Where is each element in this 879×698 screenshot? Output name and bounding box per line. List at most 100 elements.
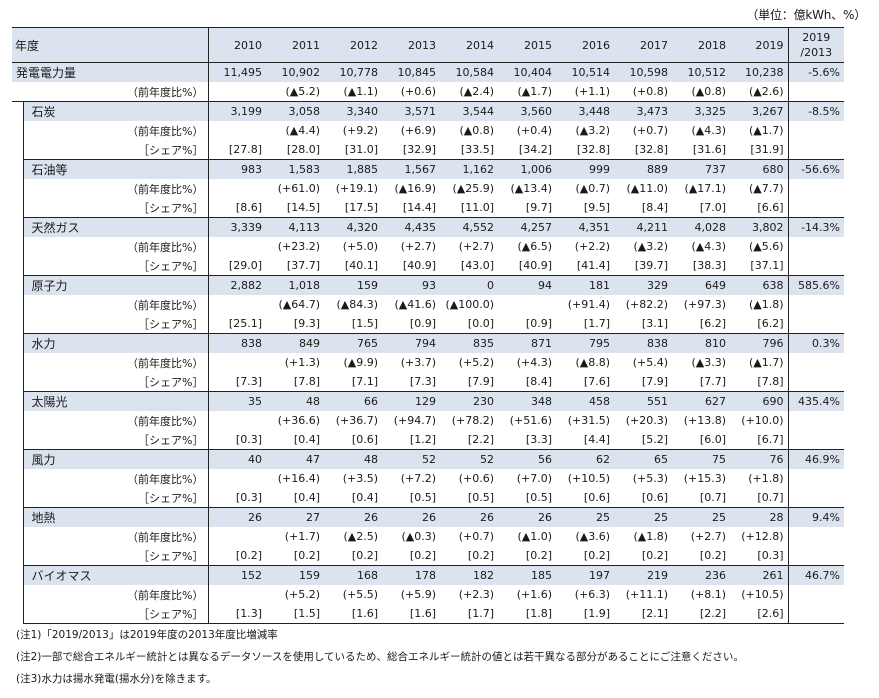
share-cell: [7.8] <box>730 372 788 392</box>
year-header: 2010 <box>208 27 266 63</box>
ratio-cell: 435.4% <box>787 391 844 411</box>
value-cell: 230 <box>440 391 498 411</box>
value-cell: 10,598 <box>614 62 672 82</box>
share-cell: [40.9] <box>382 256 440 276</box>
share-cell: [6.6] <box>730 198 788 218</box>
share-cell: [32.8] <box>556 140 614 160</box>
yoy-cell <box>208 121 266 140</box>
share-cell: [32.8] <box>614 140 672 160</box>
value-cell: 56 <box>498 449 556 469</box>
table-row: （前年度比%） (+1.7) (▲2.5) (▲0.3) (+0.7) (▲1.0) (▲3… <box>12 527 844 546</box>
value-cell: 1,162 <box>440 159 498 179</box>
share-cell: [0.4] <box>324 488 382 508</box>
share-cell: [7.6] <box>556 372 614 392</box>
share-cell: [7.9] <box>440 372 498 392</box>
yoy-cell: (+8.1) <box>690 588 726 601</box>
yoy-cell: (▲1.7) <box>748 124 784 137</box>
table-row: （前年度比%） (▲64.7) (▲84.3) (▲41.6) (▲100.0) (+91… <box>12 295 844 314</box>
yoy-cell: (+1.1) <box>556 82 614 102</box>
value-cell: 796 <box>730 333 788 353</box>
table-row: 地熱 26 27 26 26 26 26 25 25 25 28 9.4% <box>12 507 844 527</box>
table-header-row: 年度 2010 2011 2012 2013 2014 2015 2016 20… <box>12 27 844 63</box>
yoy-cell: (+3.5) <box>342 472 378 485</box>
value-cell: 889 <box>614 159 672 179</box>
share-cell: [7.7] <box>672 372 730 392</box>
note: (注1)「2019/2013」は2019年度の2013年度比増減率 <box>16 629 278 641</box>
yoy-cell: (+4.3) <box>516 356 552 369</box>
value-cell: 690 <box>730 391 788 411</box>
yoy-cell: (▲11.0) <box>626 182 668 195</box>
share-cell: [0.2] <box>208 546 266 566</box>
yoy-cell: (+10.5) <box>741 588 784 601</box>
indent-spacer <box>12 585 24 604</box>
indent-spacer <box>12 411 24 430</box>
yoy-cell <box>208 353 266 372</box>
yoy-cell: (▲3.2) <box>575 124 610 137</box>
share-cell: [6.2] <box>730 314 788 334</box>
table-row: バイオマス 152 159 168 178 182 185 197 219 236 261 46.7% <box>12 565 844 585</box>
value-cell: 348 <box>498 391 556 411</box>
year-header: 2018 <box>672 27 730 63</box>
year-header: 2012 <box>324 27 382 63</box>
value-cell: 3,560 <box>498 101 556 121</box>
yoy-cell: (+0.8) <box>614 82 672 102</box>
value-cell: 94 <box>498 275 556 295</box>
value-cell: 1,567 <box>382 159 440 179</box>
table-row: ［シェア%］ [8.6] [14.5] [17.5] [14.4] [11.0] [9.7]… <box>12 198 844 218</box>
value-cell: 26 <box>324 507 382 527</box>
share-cell: [0.2] <box>498 546 556 566</box>
value-cell: 75 <box>672 449 730 469</box>
yoy-cell: (▲9.9) <box>343 356 378 369</box>
value-cell: 3,571 <box>382 101 440 121</box>
ratio-cell <box>787 295 844 314</box>
value-cell: 3,544 <box>440 101 498 121</box>
row-label: 発電電力量 <box>12 62 209 82</box>
value-cell: 4,351 <box>556 217 614 237</box>
share-cell: [6.2] <box>672 314 730 334</box>
ratio-header-line2: /2013 <box>800 46 833 59</box>
share-label: ［シェア%］ <box>23 488 209 508</box>
ratio-cell <box>787 353 844 372</box>
yoy-cell: (▲25.9) <box>452 182 494 195</box>
ratio-cell: -14.3% <box>787 217 844 237</box>
value-cell: 849 <box>266 333 324 353</box>
value-cell: 197 <box>556 565 614 585</box>
share-cell: [7.9] <box>614 372 672 392</box>
yoy-cell: (+13.8) <box>683 414 726 427</box>
yoy-cell: (+0.7) <box>632 124 668 137</box>
value-cell: 4,028 <box>672 217 730 237</box>
indent-spacer <box>12 469 24 488</box>
share-cell: [14.4] <box>382 198 440 218</box>
value-cell: 10,514 <box>556 62 614 82</box>
yoy-cell: (+82.2) <box>625 298 668 311</box>
yoy-cell: (+7.2) <box>400 472 436 485</box>
ratio-cell: 46.7% <box>787 565 844 585</box>
value-cell: 129 <box>382 391 440 411</box>
yoy-cell: (▲1.8) <box>748 298 784 311</box>
yoy-cell: (+1.6) <box>516 588 552 601</box>
indent-spacer <box>12 333 24 353</box>
share-cell: [14.5] <box>266 198 324 218</box>
yoy-cell: (+97.3) <box>683 298 726 311</box>
yoy-cell <box>498 295 556 314</box>
share-cell: [0.5] <box>382 488 440 508</box>
share-cell: [0.2] <box>556 546 614 566</box>
value-cell: 168 <box>324 565 382 585</box>
share-cell: [6.7] <box>730 430 788 450</box>
value-cell: 838 <box>614 333 672 353</box>
value-cell: 638 <box>730 275 788 295</box>
ratio-header-line1: 2019 <box>802 31 831 44</box>
table-row: 石炭 3,199 3,058 3,340 3,571 3,544 3,560 3,448 3,4… <box>12 101 844 121</box>
indent-spacer <box>12 372 24 392</box>
share-cell: [8.4] <box>614 198 672 218</box>
yoy-cell: (▲5.6) <box>748 240 784 253</box>
value-cell: 236 <box>672 565 730 585</box>
fiscal-year-header: 年度 <box>12 27 209 63</box>
value-cell: 25 <box>556 507 614 527</box>
yoy-cell: (+2.7) <box>400 240 436 253</box>
ratio-cell <box>787 527 844 546</box>
year-header: 2019 <box>730 27 788 63</box>
ratio-cell: 9.4% <box>787 507 844 527</box>
yoy-cell: (▲16.9) <box>394 182 436 195</box>
value-cell: 26 <box>498 507 556 527</box>
